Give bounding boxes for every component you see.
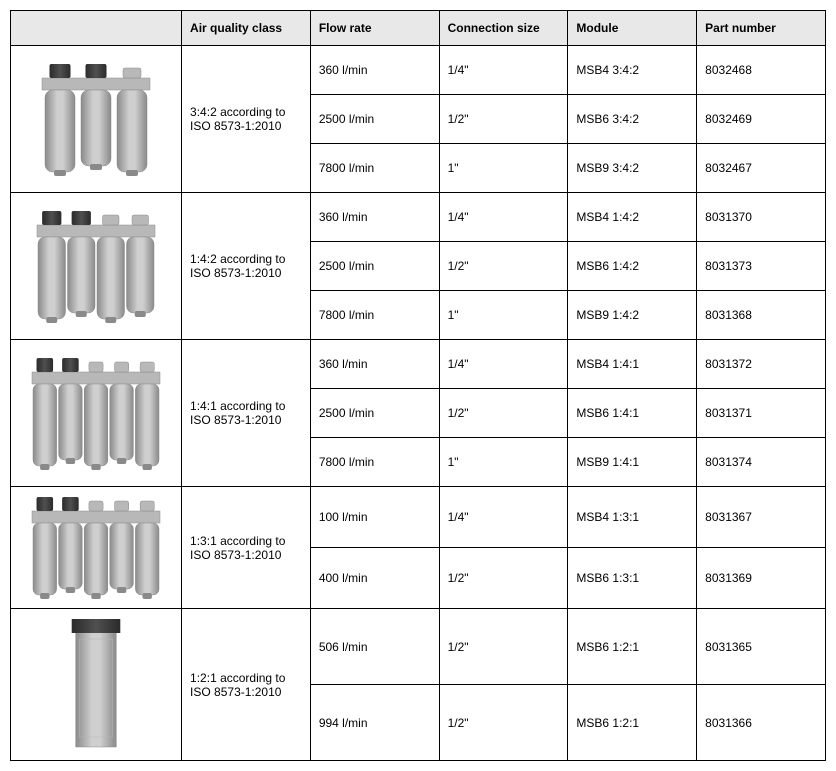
part-number: 8031367 [697, 487, 826, 548]
flow-rate: 360 l/min [310, 193, 439, 242]
air-quality-class: 1:2:1 according to ISO 8573-1:2010 [182, 609, 311, 761]
connection-size: 1/4" [439, 487, 568, 548]
product-image-5-icon [61, 613, 131, 756]
table-row: 1:4:1 according to ISO 8573-1:2010360 l/… [11, 340, 826, 389]
part-number: 8031372 [697, 340, 826, 389]
product-image-cell [11, 609, 182, 761]
module: MSB6 1:2:1 [568, 685, 697, 761]
header-class: Air quality class [182, 11, 311, 46]
flow-rate: 100 l/min [310, 487, 439, 548]
part-number: 8032468 [697, 46, 826, 95]
module: MSB4 1:4:2 [568, 193, 697, 242]
module: MSB4 1:3:1 [568, 487, 697, 548]
connection-size: 1" [439, 291, 568, 340]
table-row: 1:4:2 according to ISO 8573-1:2010360 l/… [11, 193, 826, 242]
connection-size: 1/2" [439, 685, 568, 761]
module: MSB6 3:4:2 [568, 95, 697, 144]
part-number: 8032469 [697, 95, 826, 144]
connection-size: 1/2" [439, 242, 568, 291]
flow-rate: 7800 l/min [310, 438, 439, 487]
product-image-1-icon [36, 58, 156, 181]
connection-size: 1/2" [439, 609, 568, 685]
flow-rate: 7800 l/min [310, 291, 439, 340]
part-number: 8031373 [697, 242, 826, 291]
air-quality-class: 1:4:2 according to ISO 8573-1:2010 [182, 193, 311, 340]
air-quality-class: 1:3:1 according to ISO 8573-1:2010 [182, 487, 311, 609]
part-number: 8031366 [697, 685, 826, 761]
flow-rate: 7800 l/min [310, 144, 439, 193]
connection-size: 1/4" [439, 46, 568, 95]
connection-size: 1/2" [439, 95, 568, 144]
connection-size: 1/4" [439, 193, 568, 242]
product-table: Air quality class Flow rate Connection s… [10, 10, 826, 761]
flow-rate: 506 l/min [310, 609, 439, 685]
module: MSB6 1:4:1 [568, 389, 697, 438]
module: MSB9 3:4:2 [568, 144, 697, 193]
part-number: 8031368 [697, 291, 826, 340]
product-image-cell [11, 193, 182, 340]
module: MSB4 1:4:1 [568, 340, 697, 389]
connection-size: 1/4" [439, 340, 568, 389]
product-image-3-icon [26, 352, 166, 475]
flow-rate: 994 l/min [310, 685, 439, 761]
flow-rate: 2500 l/min [310, 242, 439, 291]
module: MSB6 1:2:1 [568, 609, 697, 685]
air-quality-class: 1:4:1 according to ISO 8573-1:2010 [182, 340, 311, 487]
connection-size: 1/2" [439, 389, 568, 438]
header-image [11, 11, 182, 46]
air-quality-class: 3:4:2 according to ISO 8573-1:2010 [182, 46, 311, 193]
module: MSB9 1:4:1 [568, 438, 697, 487]
table-row: 1:3:1 according to ISO 8573-1:2010100 l/… [11, 487, 826, 548]
part-number: 8031374 [697, 438, 826, 487]
part-number: 8031369 [697, 548, 826, 609]
connection-size: 1/2" [439, 548, 568, 609]
table-row: 1:2:1 according to ISO 8573-1:2010506 l/… [11, 609, 826, 685]
flow-rate: 400 l/min [310, 548, 439, 609]
header-row: Air quality class Flow rate Connection s… [11, 11, 826, 46]
header-conn: Connection size [439, 11, 568, 46]
table-row: 3:4:2 according to ISO 8573-1:2010360 l/… [11, 46, 826, 95]
part-number: 8031370 [697, 193, 826, 242]
flow-rate: 2500 l/min [310, 389, 439, 438]
product-image-cell [11, 340, 182, 487]
flow-rate: 360 l/min [310, 340, 439, 389]
product-image-cell [11, 487, 182, 609]
module: MSB6 1:4:2 [568, 242, 697, 291]
product-image-4-icon [26, 491, 166, 604]
header-flow: Flow rate [310, 11, 439, 46]
product-image-2-icon [31, 205, 161, 328]
module: MSB9 1:4:2 [568, 291, 697, 340]
flow-rate: 360 l/min [310, 46, 439, 95]
module: MSB6 1:3:1 [568, 548, 697, 609]
flow-rate: 2500 l/min [310, 95, 439, 144]
connection-size: 1" [439, 438, 568, 487]
part-number: 8032467 [697, 144, 826, 193]
module: MSB4 3:4:2 [568, 46, 697, 95]
product-image-cell [11, 46, 182, 193]
header-part: Part number [697, 11, 826, 46]
header-module: Module [568, 11, 697, 46]
connection-size: 1" [439, 144, 568, 193]
part-number: 8031371 [697, 389, 826, 438]
part-number: 8031365 [697, 609, 826, 685]
